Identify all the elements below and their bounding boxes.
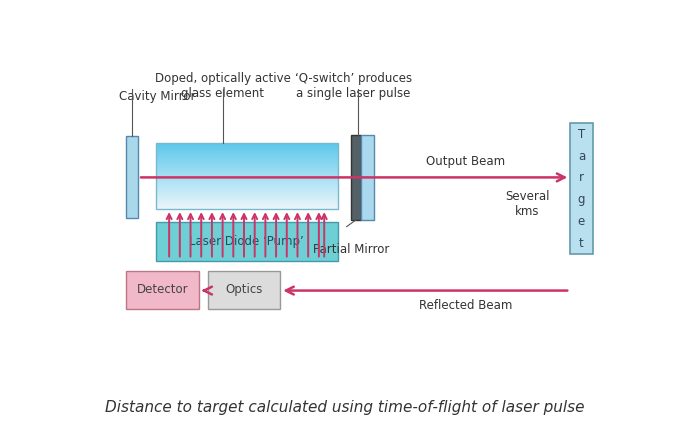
Text: Partial Mirror: Partial Mirror bbox=[313, 243, 389, 256]
Text: Detector: Detector bbox=[137, 283, 188, 296]
Bar bbox=[156, 153, 337, 155]
Bar bbox=[570, 123, 593, 254]
Bar bbox=[156, 200, 337, 202]
Text: Cavity Mirror: Cavity Mirror bbox=[119, 90, 196, 104]
Bar bbox=[156, 169, 337, 171]
Bar bbox=[156, 197, 337, 199]
Bar bbox=[156, 146, 337, 148]
Bar bbox=[156, 164, 337, 166]
Bar bbox=[156, 184, 337, 186]
Text: t: t bbox=[579, 237, 584, 250]
Bar bbox=[156, 167, 337, 169]
Text: Reflected Beam: Reflected Beam bbox=[420, 299, 513, 312]
Bar bbox=[126, 271, 199, 308]
Bar bbox=[156, 186, 337, 187]
Text: a: a bbox=[578, 150, 585, 163]
Text: T: T bbox=[578, 128, 585, 141]
Bar bbox=[156, 158, 337, 159]
Bar bbox=[156, 150, 337, 151]
Bar bbox=[156, 182, 337, 184]
Text: ‘Q-switch’ produces
a single laser pulse: ‘Q-switch’ produces a single laser pulse bbox=[295, 72, 412, 101]
Text: g: g bbox=[578, 193, 585, 206]
Bar bbox=[156, 155, 337, 156]
Bar bbox=[156, 163, 337, 164]
Bar bbox=[156, 174, 337, 176]
Text: Doped, optically active
glass element: Doped, optically active glass element bbox=[155, 72, 290, 101]
Text: Distance to target calculated using time-of-flight of laser pulse: Distance to target calculated using time… bbox=[106, 400, 584, 415]
Bar bbox=[156, 204, 337, 205]
Bar bbox=[351, 135, 361, 220]
Bar bbox=[156, 171, 337, 173]
Bar bbox=[156, 222, 337, 261]
Bar bbox=[156, 143, 337, 209]
Bar bbox=[156, 159, 337, 161]
Bar bbox=[156, 181, 337, 182]
Text: Optics: Optics bbox=[226, 283, 263, 296]
Bar bbox=[208, 271, 280, 308]
Bar bbox=[156, 194, 337, 196]
Bar bbox=[156, 176, 337, 177]
Bar bbox=[156, 179, 337, 181]
Text: Several
kms: Several kms bbox=[505, 190, 550, 218]
Text: e: e bbox=[578, 215, 585, 228]
Bar bbox=[156, 166, 337, 167]
Text: Laser Diode ‘Pump’: Laser Diode ‘Pump’ bbox=[189, 235, 304, 248]
Bar bbox=[156, 151, 337, 153]
Bar bbox=[156, 190, 337, 192]
Bar bbox=[156, 156, 337, 158]
Bar bbox=[156, 143, 337, 144]
Bar bbox=[156, 177, 337, 179]
Bar bbox=[156, 205, 337, 207]
Bar bbox=[156, 148, 337, 150]
Bar bbox=[126, 136, 138, 219]
Bar bbox=[156, 189, 337, 190]
Bar bbox=[156, 207, 337, 209]
Bar bbox=[156, 161, 337, 163]
Text: Output Beam: Output Beam bbox=[426, 155, 506, 167]
Bar bbox=[156, 173, 337, 174]
Bar bbox=[156, 196, 337, 197]
Bar bbox=[361, 135, 374, 220]
Text: r: r bbox=[579, 171, 584, 184]
Bar bbox=[156, 144, 337, 146]
Bar bbox=[156, 192, 337, 194]
Bar bbox=[156, 187, 337, 189]
Bar bbox=[156, 199, 337, 200]
Bar bbox=[156, 202, 337, 204]
